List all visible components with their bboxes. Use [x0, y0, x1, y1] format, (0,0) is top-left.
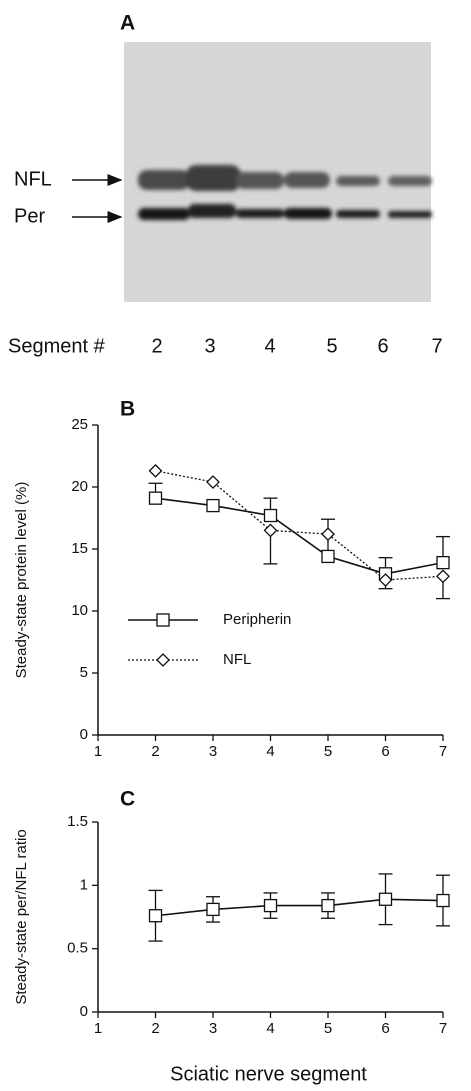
- x-tick-label: 7: [439, 743, 447, 760]
- band-label: NFL: [14, 168, 52, 190]
- series-line: [156, 471, 444, 580]
- y-tick-label: 5: [80, 664, 88, 681]
- y-tick-label: 0: [80, 1003, 88, 1020]
- marker: [322, 528, 334, 540]
- x-tick-label: 6: [381, 743, 389, 760]
- x-tick-label: 3: [209, 743, 217, 760]
- x-axis-label: Sciatic nerve segment: [170, 1063, 367, 1085]
- y-tick-label: 15: [71, 540, 88, 557]
- x-tick-label: 3: [209, 1020, 217, 1037]
- series-line: [156, 498, 444, 574]
- x-tick-label: 2: [151, 743, 159, 760]
- legend-marker: [157, 614, 169, 626]
- panel-label: A: [120, 12, 135, 35]
- marker: [207, 903, 219, 915]
- panel-label: B: [120, 398, 135, 421]
- y-tick-label: 25: [71, 416, 88, 433]
- segment-label: Segment #: [8, 335, 106, 357]
- x-tick-label: 5: [324, 1020, 332, 1037]
- band-label: Per: [14, 205, 45, 227]
- segment-number: 3: [204, 335, 215, 357]
- x-tick-label: 6: [381, 1020, 389, 1037]
- marker: [265, 900, 277, 912]
- marker: [207, 500, 219, 512]
- legend-label: NFL: [223, 651, 251, 668]
- marker: [437, 895, 449, 907]
- segment-number: 2: [151, 335, 162, 357]
- figure: A NFL Per Segment # 234567B0510152025123…: [0, 0, 471, 1091]
- x-tick-label: 4: [266, 1020, 274, 1037]
- marker: [265, 510, 277, 522]
- marker: [322, 900, 334, 912]
- panel-label: C: [120, 788, 135, 811]
- x-tick-label: 1: [94, 743, 102, 760]
- y-axis-label: Steady-state protein level (%): [13, 482, 30, 679]
- segment-number: 4: [264, 335, 275, 357]
- x-tick-label: 7: [439, 1020, 447, 1037]
- y-tick-label: 0.5: [67, 940, 88, 957]
- x-tick-label: 4: [266, 743, 274, 760]
- segment-number: 7: [431, 335, 442, 357]
- marker: [437, 557, 449, 569]
- y-tick-label: 1: [80, 876, 88, 893]
- x-tick-label: 2: [151, 1020, 159, 1037]
- x-tick-label: 5: [324, 743, 332, 760]
- legend-marker: [157, 654, 169, 666]
- marker: [265, 524, 277, 536]
- marker: [150, 465, 162, 477]
- marker: [150, 492, 162, 504]
- marker: [150, 910, 162, 922]
- marker: [437, 570, 449, 582]
- y-tick-label: 1.5: [67, 813, 88, 830]
- x-tick-label: 1: [94, 1020, 102, 1037]
- legend-label: Peripherin: [223, 611, 291, 628]
- y-tick-label: 0: [80, 726, 88, 743]
- series-line: [156, 899, 444, 915]
- y-tick-label: 10: [71, 602, 88, 619]
- segment-number: 5: [326, 335, 337, 357]
- y-tick-label: 20: [71, 478, 88, 495]
- marker: [380, 893, 392, 905]
- marker: [322, 550, 334, 562]
- segment-number: 6: [377, 335, 388, 357]
- y-axis-label: Steady-state per/NFL ratio: [13, 829, 30, 1004]
